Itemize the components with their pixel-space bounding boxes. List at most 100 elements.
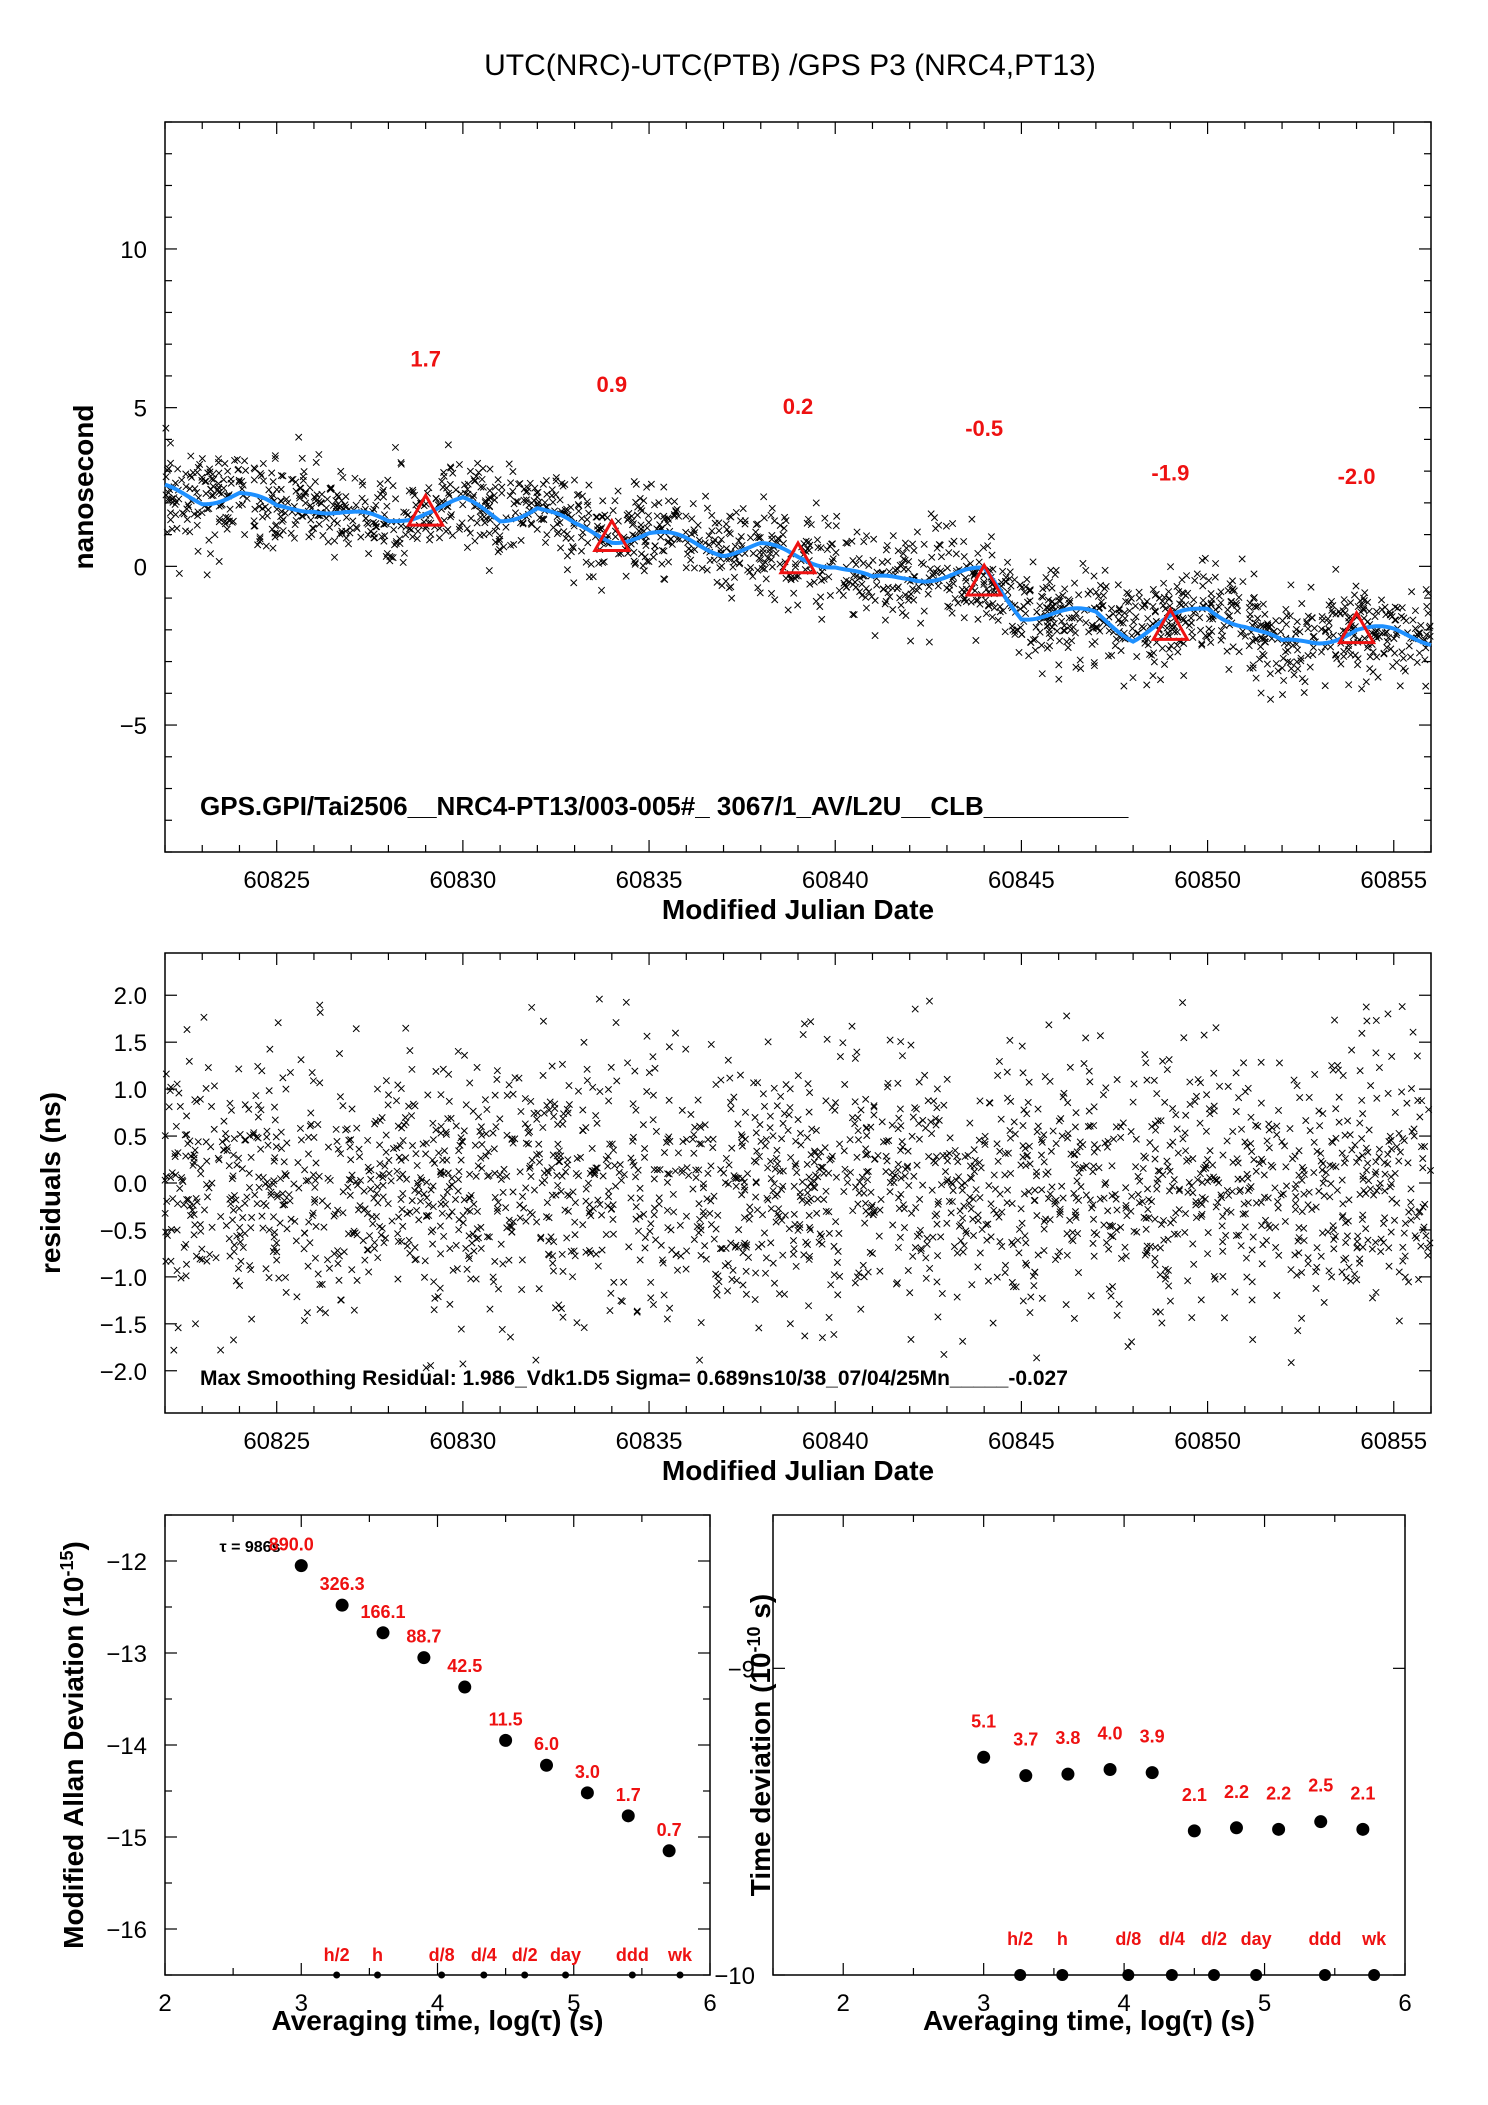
data-point [1053,627,1061,635]
data-point [184,501,192,509]
data-point [1082,566,1090,574]
data-point [241,531,249,539]
time-marker [438,1971,446,1979]
data-point [768,563,776,571]
data-point [1173,641,1181,649]
data-point [660,483,668,491]
data-point [583,516,591,524]
y-tick-label: 0.0 [114,1171,147,1198]
data-point [1257,633,1266,641]
data-point [1088,640,1096,648]
data-point [865,561,873,569]
data-point [541,538,550,547]
data-point [1165,631,1173,640]
data-point [363,519,371,527]
data-point [987,533,995,541]
data-point [269,544,277,552]
data-point [723,525,731,534]
data-point [1175,588,1183,596]
data-point [1309,651,1317,659]
data-point [183,515,191,523]
data-point [870,535,878,543]
data-point [1055,596,1063,605]
data-point [1296,628,1304,636]
data-point [703,504,712,512]
data-point [637,504,645,512]
time-marker-label: day [550,1945,581,1965]
data-point [1133,653,1141,661]
data-point [1018,630,1026,638]
data-point [1246,664,1254,672]
data-point [1332,565,1340,573]
data-point [1020,588,1028,596]
data-point [975,558,983,566]
data-point [928,553,936,561]
data-point [1282,605,1290,613]
data-point [1198,641,1206,649]
data-point [1055,661,1063,669]
data-point [163,466,171,474]
data-point [1111,642,1119,650]
data-point [800,540,808,548]
data-point [980,580,988,589]
data-label: 4.0 [1098,1724,1123,1744]
time-marker [1014,1969,1027,1981]
data-point [933,565,941,573]
data-label: -1.9 [1151,461,1189,486]
data-point [1354,603,1362,611]
data-point [578,514,586,523]
data-point [289,475,297,483]
data-point [1374,673,1382,681]
time-marker [333,1971,341,1979]
data-point [996,608,1004,616]
data-point [1287,665,1295,673]
data-point [727,513,735,521]
data-point [1016,605,1024,613]
data-point [509,468,517,476]
y-axis-label: residuals (ns) [35,1092,66,1274]
data-point [739,504,747,513]
data-point [1392,616,1400,624]
data-point [1391,616,1399,624]
data-point [747,563,755,572]
data-point [585,509,593,517]
data-point [1259,622,1267,630]
data-point [174,465,182,473]
data-point [1346,599,1355,607]
data-point [741,520,749,528]
data-point [902,611,910,620]
data-point [1001,628,1009,636]
data-point [803,519,811,527]
x-tick-label: 5 [1258,1990,1271,2017]
data-point [333,519,341,527]
data-point [569,544,577,552]
data-point [640,567,648,575]
data-point [1145,650,1154,658]
data-point [818,615,826,623]
data-point [1075,591,1083,599]
data-point [575,490,583,498]
data-point [1294,665,1302,673]
data-point [1174,648,1182,656]
y-tick-label: −10 [714,1963,755,1990]
data-point [445,491,453,499]
data-point [543,531,551,539]
data-point [499,1733,513,1747]
data-point [1129,674,1137,682]
data-point [1280,676,1288,685]
data-label: -2.0 [1338,464,1376,489]
data-point [1278,691,1287,699]
data-label: 3.8 [1055,1728,1080,1748]
data-point [649,553,657,561]
y-tick-label: −14 [106,1733,147,1760]
data-point [1156,676,1165,684]
data-point [869,556,877,564]
data-point [330,537,339,545]
data-point [471,477,479,485]
data-point [235,476,243,484]
data-point [163,528,171,536]
data-point [1144,641,1152,649]
data-point [281,509,289,517]
data-point [1039,585,1047,593]
data-point [1135,594,1143,602]
